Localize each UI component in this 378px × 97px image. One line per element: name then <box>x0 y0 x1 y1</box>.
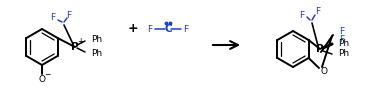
Text: F: F <box>183 25 189 33</box>
Text: +: + <box>128 23 138 36</box>
Text: O: O <box>321 68 327 77</box>
Text: Ph: Ph <box>338 39 349 48</box>
Text: C: C <box>164 24 172 34</box>
Text: Ph: Ph <box>338 49 349 58</box>
Text: O: O <box>39 74 45 84</box>
Text: +: + <box>77 38 83 46</box>
Text: F: F <box>339 28 345 36</box>
Text: Ph: Ph <box>91 36 102 45</box>
Text: F: F <box>147 25 153 33</box>
Text: F: F <box>299 10 305 19</box>
Text: −: − <box>44 71 50 80</box>
Text: F: F <box>315 7 321 16</box>
Text: F: F <box>67 10 71 19</box>
Text: P: P <box>316 44 324 54</box>
Text: Ph: Ph <box>91 48 102 58</box>
Text: P: P <box>71 42 79 52</box>
Text: F: F <box>339 35 345 43</box>
Text: F: F <box>50 13 56 23</box>
